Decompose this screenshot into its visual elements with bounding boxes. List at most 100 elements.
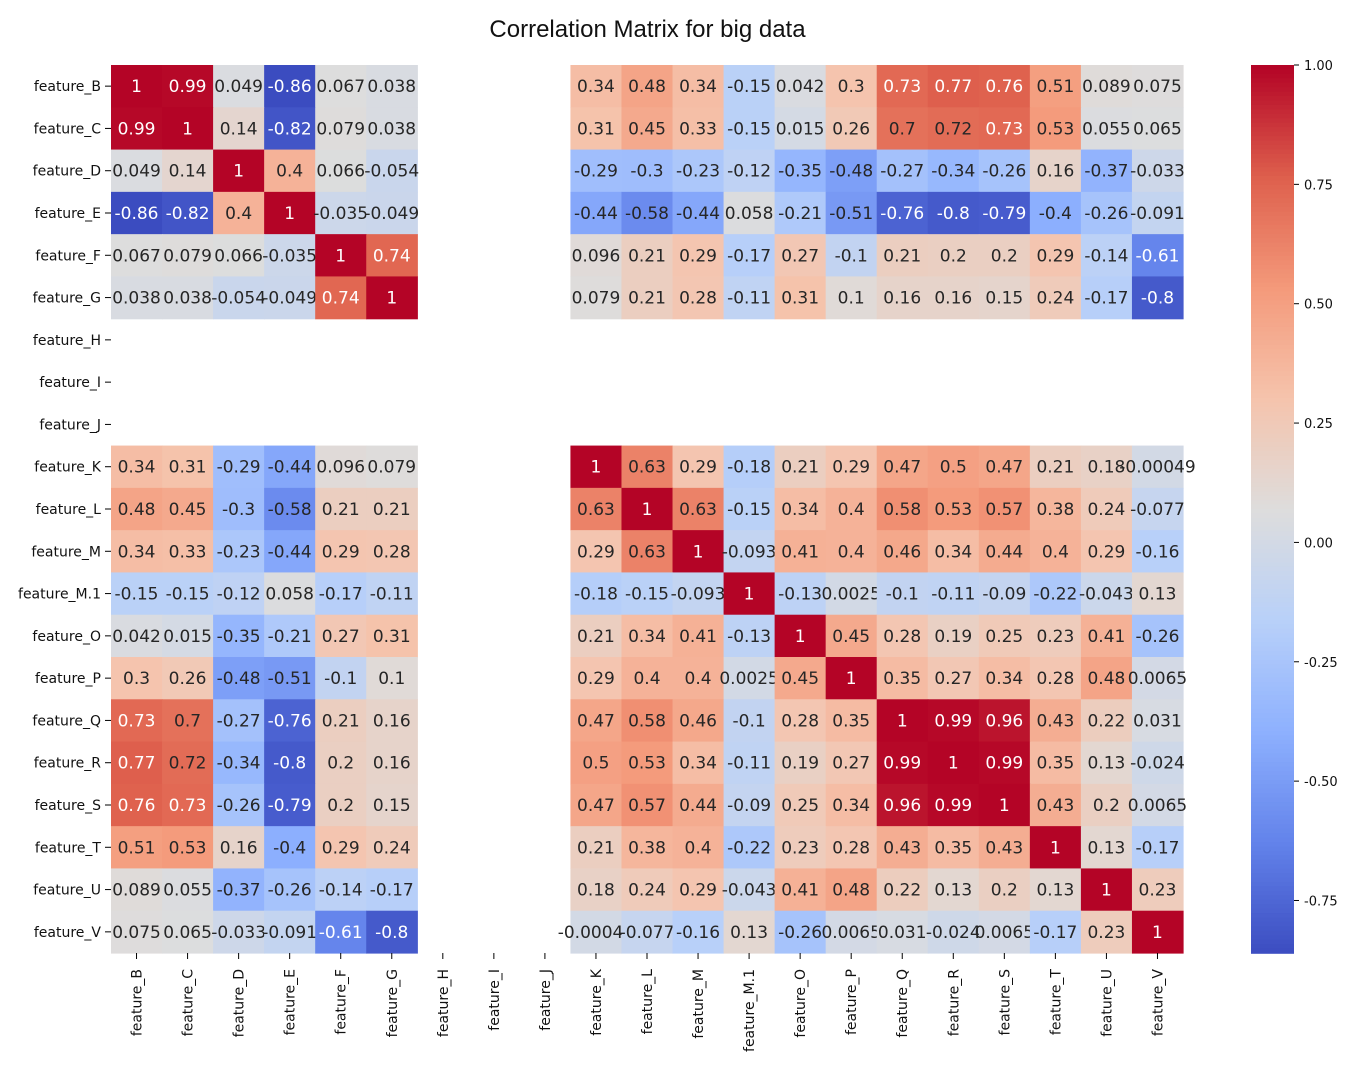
cell-value-label: 0.079	[163, 246, 212, 266]
colorbar-segment	[1251, 837, 1294, 843]
cell-value-label: 0.46	[883, 542, 921, 562]
colorbar-segment	[1251, 251, 1294, 257]
colorbar-segment	[1251, 215, 1294, 222]
heatmap-cell	[723, 699, 776, 743]
cell-value-label: -0.17	[1084, 289, 1128, 309]
heatmap-cell	[621, 445, 674, 489]
heatmap-cell	[111, 572, 163, 616]
colorbar-segment	[1251, 184, 1294, 191]
colorbar-segment	[1251, 393, 1294, 399]
heatmap-cell	[162, 572, 214, 616]
cell-value-label: -0.16	[676, 923, 720, 943]
colorbar-segment	[1251, 731, 1294, 737]
cell-value-label: 0.3	[123, 669, 150, 689]
cell-value-label: 0.45	[781, 669, 819, 689]
colorbar-segment	[1251, 118, 1294, 124]
cell-value-label: 0.48	[1087, 669, 1125, 689]
heatmap-cell	[264, 868, 316, 912]
cell-value-label: 0.055	[163, 881, 212, 901]
heatmap-cell	[213, 783, 265, 827]
cell-value-label: -0.4	[1039, 204, 1072, 224]
cell-value-label: 0.14	[169, 162, 207, 182]
colorbar-segment	[1251, 109, 1294, 115]
colorbar-segment	[1251, 628, 1294, 635]
cell-value-label: 0.34	[985, 669, 1023, 689]
heatmap-cell	[927, 572, 980, 616]
cell-value-label: 0.46	[679, 711, 717, 731]
cell-value-label: -0.15	[166, 585, 210, 605]
heatmap-cell	[825, 826, 878, 870]
colorbar-segment	[1251, 828, 1294, 834]
cell-value-label: 0.45	[832, 627, 870, 647]
cell-value-label: 0.43	[985, 838, 1023, 858]
heatmap-cell	[621, 487, 674, 531]
cell-value-label: 0.2	[940, 246, 967, 266]
heatmap-cell	[978, 149, 1031, 193]
heatmap-cell	[723, 530, 776, 574]
cell-value-label: 0.13	[1139, 585, 1177, 605]
cell-value-label: -0.035	[313, 204, 368, 224]
row-tick-label: feature_T	[35, 840, 102, 856]
cell-value-label: -0.1	[835, 246, 868, 266]
heatmap-cell	[162, 783, 214, 827]
heatmap-cell	[162, 149, 214, 193]
cell-value-label: -0.58	[625, 204, 669, 224]
row-tick-label: feature_M.1	[18, 587, 101, 603]
colorbar-segment	[1251, 238, 1294, 244]
cell-value-label: 1	[386, 289, 397, 309]
heatmap-cell	[264, 614, 316, 658]
colorbar-segment	[1251, 140, 1294, 146]
cell-value-label: 0.74	[322, 289, 360, 309]
heatmap-cell	[264, 445, 316, 489]
heatmap-cell	[570, 530, 623, 574]
cell-value-label: -0.34	[931, 162, 975, 182]
heatmap-cell	[213, 191, 265, 235]
colorbar-segment	[1251, 873, 1294, 879]
cell-value-label: 0.24	[373, 838, 411, 858]
cell-value-label: 0.067	[316, 77, 365, 97]
heatmap-cell	[978, 657, 1031, 700]
heatmap-cell	[1080, 868, 1133, 912]
colorbar-segment	[1251, 113, 1294, 120]
heatmap-cell	[1029, 572, 1082, 616]
cell-value-label: 0.99	[883, 754, 921, 774]
cell-value-label: 0.43	[1036, 711, 1074, 731]
cell-value-label: 0.21	[577, 627, 615, 647]
heatmap-cell	[366, 191, 418, 235]
heatmap-cell	[876, 65, 929, 108]
cell-value-label: 0.096	[316, 458, 365, 478]
colorbar-segment	[1251, 477, 1294, 484]
cell-value-label: 0.63	[679, 500, 717, 520]
cell-value-label: 0.53	[1036, 119, 1074, 139]
heatmap-cell	[774, 530, 827, 574]
heatmap-cell	[1131, 572, 1184, 616]
colorbar-segment	[1251, 300, 1294, 306]
cell-value-label: 0.76	[985, 77, 1023, 97]
colorbar-segment	[1251, 655, 1294, 661]
colorbar-segment	[1251, 131, 1294, 137]
heatmap-cell	[213, 445, 265, 489]
heatmap-cell	[162, 699, 214, 743]
cell-value-label: 0.0025	[821, 585, 880, 605]
heatmap-cell	[876, 149, 929, 193]
heatmap-cell	[1131, 826, 1184, 870]
colorbar-segment	[1251, 620, 1294, 626]
cell-value-label: 0.13	[730, 923, 768, 943]
colorbar-segment	[1251, 833, 1294, 839]
heatmap-cell	[825, 107, 878, 151]
row-tick-label: feature_E	[35, 206, 101, 222]
heatmap-cell	[672, 65, 725, 108]
row-tick-label: feature_D	[33, 164, 101, 180]
cell-value-label: 1	[846, 669, 857, 689]
colorbar-segment	[1251, 824, 1294, 830]
cell-value-label: 0.99	[934, 796, 972, 816]
colorbar-segment	[1251, 318, 1294, 324]
column-tick-label: feature_D	[232, 969, 248, 1037]
cell-value-label: -0.3	[630, 162, 663, 182]
colorbar-segment	[1251, 460, 1294, 466]
cell-value-label: 0.24	[1036, 289, 1074, 309]
heatmap-cell	[621, 572, 674, 616]
heatmap-cell	[978, 572, 1031, 616]
colorbar-segment	[1251, 753, 1294, 759]
heatmap-cell	[1131, 65, 1184, 108]
